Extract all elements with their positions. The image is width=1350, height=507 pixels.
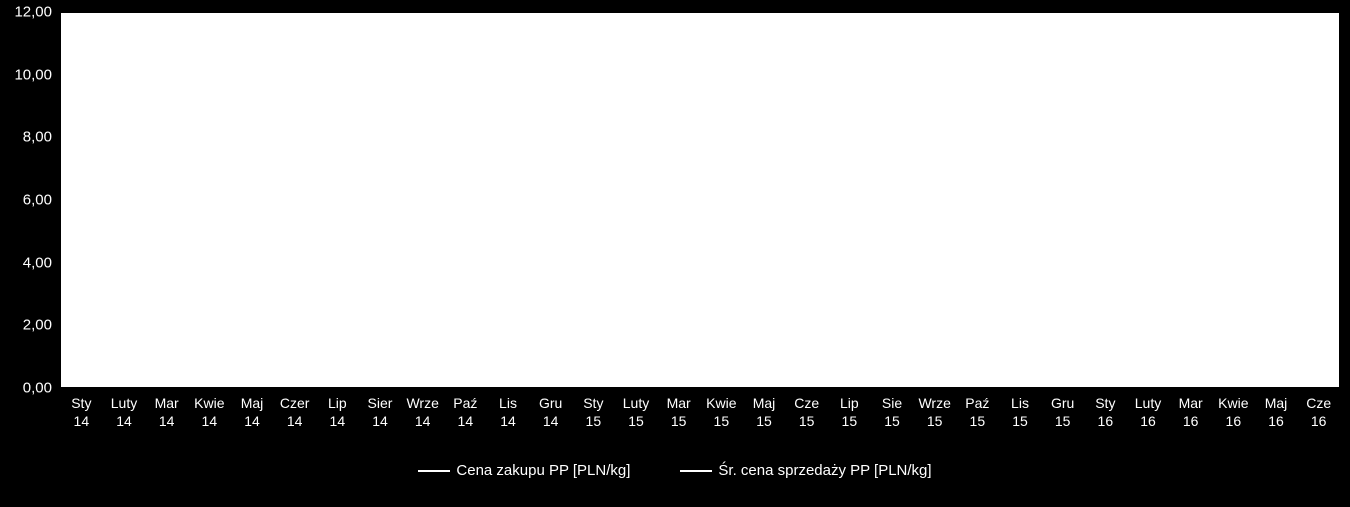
x-tick-label: Kwie14 bbox=[194, 394, 224, 430]
x-tick-label: Mar14 bbox=[155, 394, 179, 430]
x-tick-label: Mar16 bbox=[1179, 394, 1203, 430]
x-tick-label: Sty14 bbox=[71, 394, 91, 430]
x-tick-label: Lip15 bbox=[840, 394, 859, 430]
x-tick-label: Kwie16 bbox=[1218, 394, 1248, 430]
x-tick-label: Sty15 bbox=[583, 394, 603, 430]
legend-line-2 bbox=[680, 470, 712, 472]
x-tick-label: Gru14 bbox=[539, 394, 562, 430]
y-tick-label: 6,00 bbox=[0, 192, 52, 209]
x-tick-label: Luty15 bbox=[623, 394, 649, 430]
x-tick-label: Cze15 bbox=[794, 394, 819, 430]
x-tick-label: Cze16 bbox=[1306, 394, 1331, 430]
x-tick-label: Mar15 bbox=[667, 394, 691, 430]
x-tick-label: Kwie15 bbox=[706, 394, 736, 430]
legend: Cena zakupu PP [PLN/kg] Śr. cena sprzeda… bbox=[0, 462, 1350, 479]
x-tick-label: Wrze14 bbox=[406, 394, 438, 430]
y-tick-label: 4,00 bbox=[0, 254, 52, 271]
legend-item-2: Śr. cena sprzedaży PP [PLN/kg] bbox=[680, 462, 931, 479]
chart-container: 0,00 2,00 4,00 6,00 8,00 10,00 12,00 Sty14 Luty… bbox=[0, 0, 1350, 507]
legend-line-1 bbox=[418, 470, 450, 472]
x-tick-label: Sty16 bbox=[1095, 394, 1115, 430]
x-tick-label: Wrze15 bbox=[918, 394, 950, 430]
legend-label-1: Cena zakupu PP [PLN/kg] bbox=[456, 462, 630, 479]
x-tick-label: Paź14 bbox=[453, 394, 477, 430]
y-tick-label: 0,00 bbox=[0, 380, 52, 397]
y-tick-label: 12,00 bbox=[0, 4, 52, 21]
x-tick-label: Gru15 bbox=[1051, 394, 1074, 430]
y-tick-label: 2,00 bbox=[0, 317, 52, 334]
x-tick-label: Luty16 bbox=[1135, 394, 1161, 430]
x-tick-label: Czer14 bbox=[280, 394, 310, 430]
y-tick-label: 8,00 bbox=[0, 129, 52, 146]
x-tick-label: Paź15 bbox=[965, 394, 989, 430]
x-tick-label: Lip14 bbox=[328, 394, 347, 430]
x-tick-label: Maj15 bbox=[753, 394, 776, 430]
x-tick-label: Lis14 bbox=[499, 394, 517, 430]
y-tick-label: 10,00 bbox=[0, 66, 52, 83]
x-tick-label: Maj14 bbox=[241, 394, 264, 430]
x-tick-label: Luty14 bbox=[111, 394, 137, 430]
plot-area bbox=[60, 12, 1340, 388]
legend-label-2: Śr. cena sprzedaży PP [PLN/kg] bbox=[718, 462, 931, 479]
x-tick-label: Sier14 bbox=[368, 394, 393, 430]
x-tick-label: Lis15 bbox=[1011, 394, 1029, 430]
legend-item-1: Cena zakupu PP [PLN/kg] bbox=[418, 462, 630, 479]
x-tick-label: Maj16 bbox=[1265, 394, 1288, 430]
x-tick-label: Sie15 bbox=[882, 394, 902, 430]
